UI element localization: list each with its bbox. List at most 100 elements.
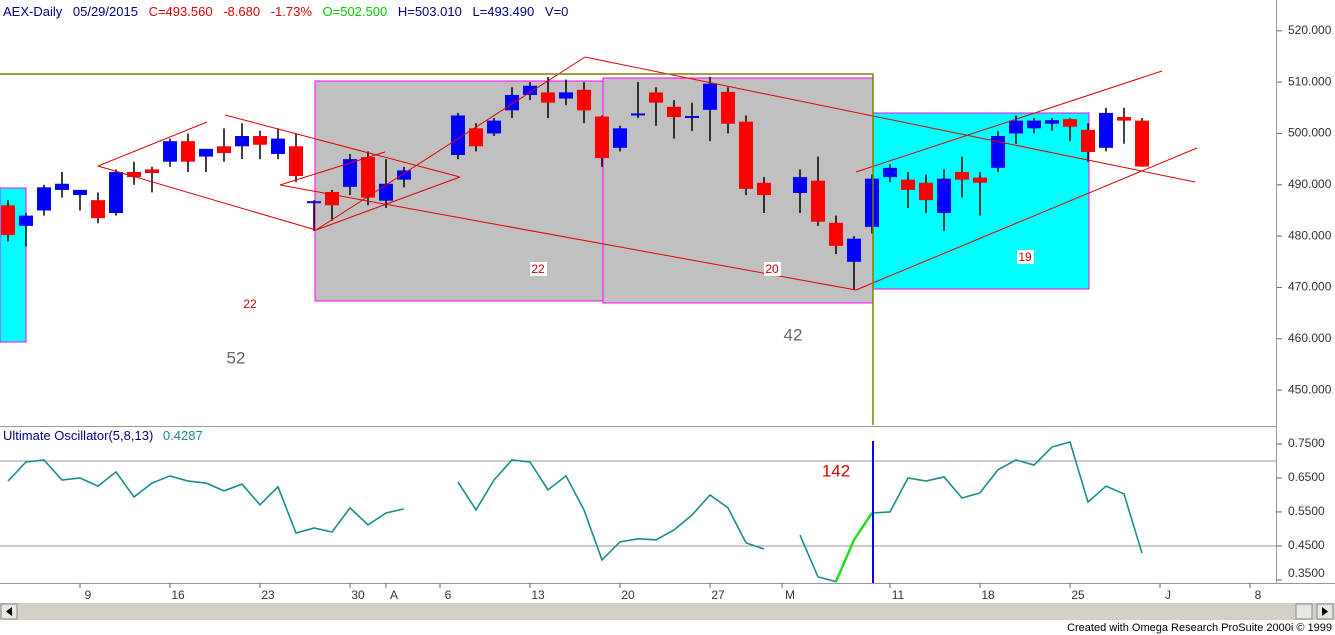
box	[872, 112, 1090, 290]
low: L=493.490	[472, 4, 535, 19]
box	[314, 80, 604, 302]
candle-body	[235, 136, 249, 147]
candle-body	[253, 136, 267, 145]
candle-body	[505, 94, 519, 111]
marker-lines	[0, 73, 874, 425]
candle-body	[847, 238, 861, 262]
candle-body	[163, 141, 177, 162]
annotation: 142	[822, 461, 850, 480]
candle-body	[91, 200, 105, 219]
candle-body	[217, 146, 231, 153]
candle-body	[271, 138, 285, 154]
y-tick-label: 0.7500	[1288, 436, 1325, 450]
candle-body	[739, 121, 753, 189]
symbol: AEX-Daily	[3, 4, 63, 19]
y-tick-label: 520.000	[1288, 23, 1332, 37]
candle-body	[109, 171, 123, 214]
y-tick-label: 0.3500	[1288, 566, 1325, 580]
x-tick-label: 9	[85, 588, 92, 602]
candle-body	[865, 178, 879, 227]
candle-body	[559, 92, 573, 99]
x-tick-label: 30	[351, 588, 365, 602]
candle-body	[757, 182, 771, 196]
candle-body	[703, 83, 717, 110]
candle-body	[793, 177, 807, 193]
candle-body	[991, 136, 1005, 168]
candle-body	[379, 183, 393, 201]
candle-body	[343, 159, 357, 187]
candle-body	[541, 92, 555, 103]
candle-body	[19, 215, 33, 226]
x-tick-label: 20	[621, 588, 635, 602]
x-tick-label: M	[785, 588, 795, 602]
arrow-icon	[6, 607, 12, 616]
volume: V=0	[544, 4, 569, 19]
candle-body	[829, 222, 843, 246]
candle-body	[973, 177, 987, 183]
candle-body	[1009, 120, 1023, 134]
x-tick-label: 6	[445, 588, 452, 602]
candle-body	[595, 116, 609, 159]
x-tick-label: 18	[981, 588, 995, 602]
candle-body	[199, 148, 213, 157]
candle-body	[919, 182, 933, 201]
candle-body	[1081, 129, 1095, 152]
candle-body	[1063, 119, 1077, 127]
y-tick-label: 480.000	[1288, 228, 1332, 242]
change: -8.680	[223, 4, 261, 19]
candle-body	[1027, 120, 1041, 129]
close: C=493.560	[148, 4, 213, 19]
candle-body	[901, 179, 915, 190]
arrow-icon	[1322, 607, 1328, 616]
candle-body	[1, 205, 15, 236]
x-tick-label: 27	[711, 588, 725, 602]
x-tick-label: 13	[531, 588, 545, 602]
x-tick-label: 8	[1255, 588, 1262, 602]
candle-body	[1117, 117, 1131, 121]
annotation: 19	[1018, 250, 1032, 264]
candle-body	[289, 146, 303, 177]
candle-body	[811, 180, 825, 222]
candle-body	[577, 89, 591, 111]
y-tick-label: 0.6500	[1288, 470, 1325, 484]
y-tick-label: 0.5500	[1288, 504, 1325, 518]
candle-body	[721, 91, 735, 124]
high: H=503.010	[397, 4, 462, 19]
oscillator-title: Ultimate Oscillator(5,8,13)	[3, 428, 154, 443]
y-tick-label: 460.000	[1288, 331, 1332, 345]
candle-body	[1045, 120, 1059, 124]
candle-body	[73, 189, 87, 196]
label-box	[1017, 250, 1034, 264]
candle-body	[451, 115, 465, 156]
annotation: 42	[784, 325, 803, 344]
x-tick-label: J	[1165, 588, 1171, 602]
candle-body	[937, 178, 951, 214]
credit: Created with Omega Research ProSuite 200…	[1067, 622, 1332, 634]
box	[602, 77, 874, 304]
candle-body	[307, 201, 321, 204]
scrollbar[interactable]	[0, 603, 1335, 620]
candle-body	[955, 171, 969, 180]
annotation: 20	[765, 262, 779, 276]
candle-body	[487, 120, 501, 134]
candle-body	[613, 128, 627, 148]
annotation: 52	[227, 348, 246, 367]
candle-body	[127, 171, 141, 178]
y-tick-label: 500.000	[1288, 126, 1332, 140]
oscillator-value: 0.4287	[162, 428, 203, 443]
annotation: 22	[531, 262, 545, 276]
candle-body	[649, 92, 663, 103]
candle-body	[667, 106, 681, 118]
y-tick-label: 0.4500	[1288, 538, 1325, 552]
open: O=502.500	[322, 4, 388, 19]
label-box	[764, 262, 781, 276]
candle-body	[145, 169, 159, 173]
scroll-thumb[interactable]	[1295, 603, 1313, 620]
candle-body	[523, 85, 537, 95]
candle-body	[883, 167, 897, 178]
y-tick-label: 450.000	[1288, 382, 1332, 396]
candle-body	[1099, 112, 1113, 148]
candle-body	[685, 116, 699, 119]
